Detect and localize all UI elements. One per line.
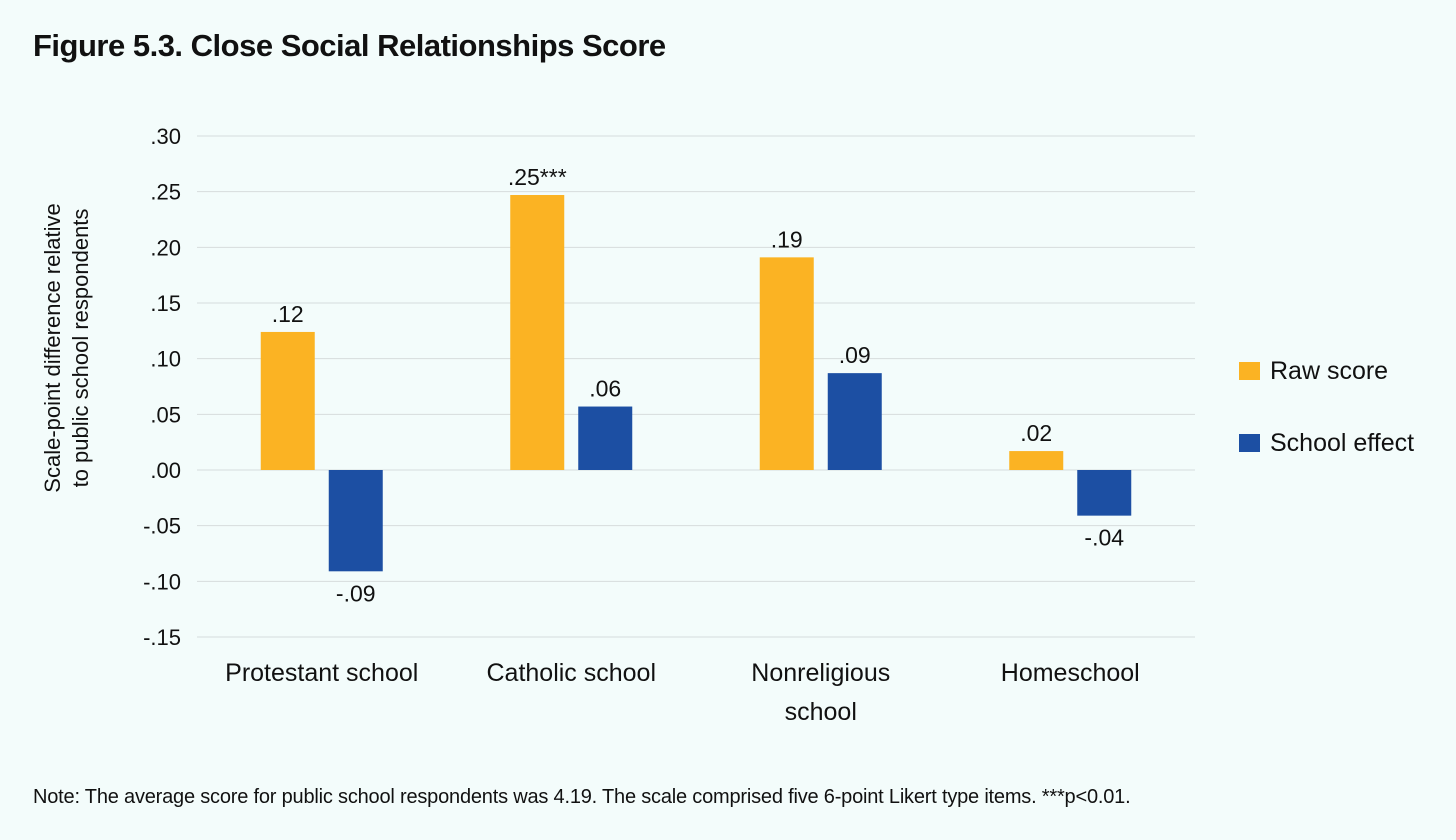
data-label: .02 [1020, 420, 1052, 446]
bar-raw-score [510, 195, 565, 471]
x-tick-label: Catholic school [486, 659, 656, 687]
y-axis-tick-labels: .30 .25 .20 .15 .10 .05 .00 -.05 -.10 -.15 [143, 124, 181, 650]
y-tick-label: .25 [150, 180, 181, 205]
legend-label: Raw score [1270, 357, 1388, 385]
x-tick-label: Nonreligious [751, 659, 890, 687]
bar-raw-score [1009, 451, 1064, 470]
y-axis-label-line: Scale-point difference relative [40, 203, 65, 492]
y-tick-label: -.05 [143, 514, 181, 539]
data-label: .12 [272, 301, 304, 327]
data-labels: .12 -.09 .25*** .06 .19 .09 .02 -.04 [272, 164, 1125, 606]
bar-raw-score [260, 331, 315, 470]
chart-title: Figure 5.3. Close Social Relationships S… [33, 28, 666, 63]
y-tick-label: -.15 [143, 625, 181, 650]
x-axis-category-labels: Protestant school Catholic school Nonrelig… [225, 659, 1140, 726]
legend-label: School effect [1270, 429, 1414, 457]
data-label: .25*** [508, 164, 567, 190]
bar-school-effect [827, 373, 882, 470]
y-tick-label: .30 [150, 124, 181, 149]
x-tick-label: Homeschool [1001, 659, 1140, 687]
y-tick-label: -.10 [143, 569, 181, 594]
legend: Raw score School effect [1239, 357, 1414, 457]
data-label: .19 [771, 226, 803, 252]
y-axis-label: Scale-point difference relative to public… [40, 203, 93, 492]
y-axis-label-line: to public school respondents [68, 209, 93, 488]
legend-swatch [1239, 362, 1260, 380]
bars [260, 195, 1132, 572]
bar-chart: .30 .25 .20 .15 .10 .05 .00 -.05 -.10 -.15 Scale-… [40, 124, 1414, 726]
bar-school-effect [1077, 470, 1132, 516]
footnote: Note: The average score for public schoo… [33, 786, 1131, 808]
y-tick-label: .05 [150, 402, 181, 427]
bar-school-effect [578, 406, 633, 470]
bar-raw-score [759, 257, 814, 470]
x-tick-label: Protestant school [225, 659, 418, 687]
data-label: .06 [589, 376, 621, 402]
y-tick-label: .10 [150, 347, 181, 372]
y-tick-label: .20 [150, 235, 181, 260]
legend-swatch [1239, 434, 1260, 452]
data-label: -.09 [336, 580, 376, 606]
data-label: -.04 [1084, 525, 1124, 551]
y-tick-label: .15 [150, 291, 181, 316]
bar-school-effect [328, 470, 383, 572]
x-tick-label: school [785, 698, 857, 726]
y-tick-label: .00 [150, 458, 181, 483]
data-label: .09 [839, 342, 871, 368]
